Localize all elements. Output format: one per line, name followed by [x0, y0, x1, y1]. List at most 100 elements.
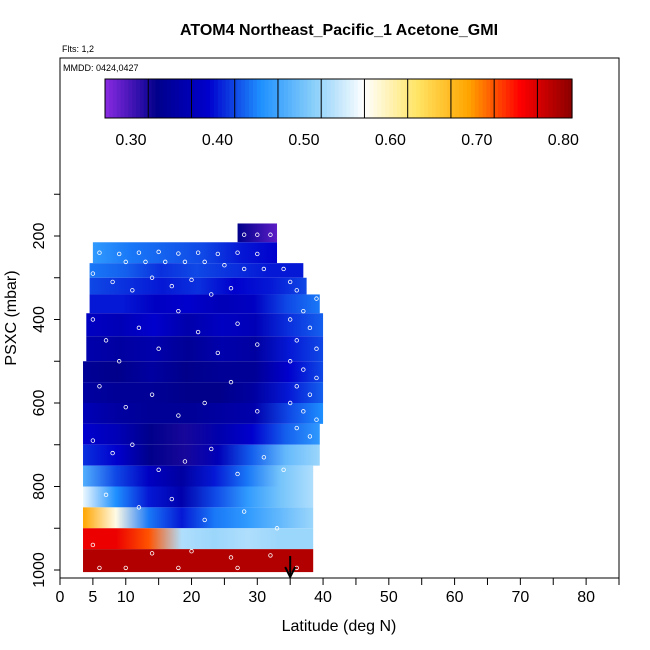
colorbar-segment [392, 79, 398, 118]
colorbar-segment [357, 79, 363, 118]
x-tick-label: 0 [56, 589, 65, 606]
colorbar-segment [373, 79, 379, 118]
heatmap-cells [83, 223, 324, 573]
sample-point [202, 400, 207, 406]
colorbar-segment [474, 79, 480, 118]
sample-point [90, 542, 96, 548]
colorbar-segment [105, 79, 110, 118]
x-tick-label: 80 [577, 589, 595, 606]
heatmap-row [83, 361, 324, 383]
colorbar-segment [463, 79, 468, 118]
colorbar-segment [151, 79, 157, 118]
colorbar-segment [260, 79, 266, 118]
sample-point [241, 232, 247, 237]
colorbar-segment [221, 79, 227, 118]
colorbar-segment [186, 79, 192, 118]
colorbar-tick-label: 0.30 [115, 132, 146, 149]
sample-point [287, 317, 293, 322]
colorbar-segment [501, 79, 507, 118]
colorbar-segment [431, 79, 437, 118]
heatmap-row [86, 336, 324, 362]
colorbar-segment [322, 79, 328, 118]
x-tick-label: 20 [183, 589, 201, 606]
colorbar-segment [108, 79, 114, 118]
colorbar-segment [233, 79, 238, 118]
colorbar-segment [529, 79, 534, 118]
sample-point [176, 565, 181, 571]
colorbar-segment [163, 79, 168, 118]
colorbar-segment [213, 79, 219, 118]
sample-point [136, 325, 142, 331]
sample-point [287, 400, 293, 406]
x-tick-label: 50 [380, 589, 398, 606]
x-tick-label: 60 [446, 589, 464, 606]
sample-point [209, 446, 214, 452]
heatmap-row [83, 486, 314, 508]
colorbar-segment [116, 79, 122, 118]
sample-point [182, 459, 188, 464]
colorbar-segment [202, 79, 207, 118]
sample-point [136, 250, 142, 255]
sample-point [156, 467, 161, 472]
sample-point [176, 413, 181, 418]
sample-point [176, 251, 181, 256]
colorbar-segment [517, 79, 523, 118]
heatmap-row [83, 444, 320, 466]
colorbar-border [104, 78, 573, 119]
colorbar-tick-label: 0.70 [461, 132, 492, 149]
heatmap-row [89, 277, 307, 295]
colorbar-segment [147, 79, 153, 118]
sample-point [294, 288, 299, 293]
colorbar-segment [377, 79, 382, 118]
sample-point [314, 346, 319, 351]
sample-point [209, 292, 214, 297]
sample-points [90, 232, 319, 571]
sample-point [261, 266, 267, 272]
colorbar-segment [428, 79, 433, 118]
colorbar-segment [295, 79, 301, 118]
colorbar-segment [225, 79, 231, 118]
colorbar-segment [556, 79, 561, 118]
colorbar-segment [120, 79, 126, 118]
colorbar-segment [245, 79, 250, 118]
colorbar-segment [206, 79, 211, 118]
sample-point [97, 565, 102, 571]
sample-point [235, 250, 240, 255]
x-axis-label: Latitude (deg N) [282, 618, 397, 635]
colorbar-segment [229, 79, 235, 118]
colorbar-segment [159, 79, 164, 118]
colorbar-segment [342, 79, 347, 118]
colorbar-segment [494, 79, 499, 118]
sample-point [215, 251, 221, 257]
sample-point [169, 496, 174, 502]
sample-point [156, 346, 161, 351]
colorbar-segment [190, 79, 196, 118]
surface-marker [284, 556, 297, 580]
colorbar-segment [354, 79, 359, 118]
colorbar-segment [404, 79, 410, 118]
sample-point [287, 279, 293, 285]
heatmap-row [83, 403, 324, 424]
colorbar-segment [136, 79, 141, 118]
colorbar-segment [564, 79, 569, 118]
heatmap-row [89, 294, 320, 314]
sample-point [222, 263, 227, 268]
sample-point [90, 438, 96, 443]
colorbar-segment [311, 79, 316, 118]
colorbar-segment [400, 79, 406, 118]
sample-point [97, 384, 102, 389]
colorbar-segment [443, 79, 449, 118]
sample-point [301, 308, 306, 314]
colorbar-segment [194, 79, 199, 118]
sample-point [103, 338, 109, 343]
colorbar-segment [284, 79, 289, 118]
sample-point [235, 471, 240, 477]
sample-point [169, 283, 174, 289]
colorbar-segment [389, 79, 394, 118]
colorbar: 0.30 0.40 0.50 0.60 0.70 0.80 [104, 78, 579, 149]
colorbar-segment [132, 79, 137, 118]
colorbar-segment [466, 79, 472, 118]
colorbar-segment [478, 79, 484, 118]
sample-point [130, 288, 135, 293]
sample-point [202, 517, 207, 523]
